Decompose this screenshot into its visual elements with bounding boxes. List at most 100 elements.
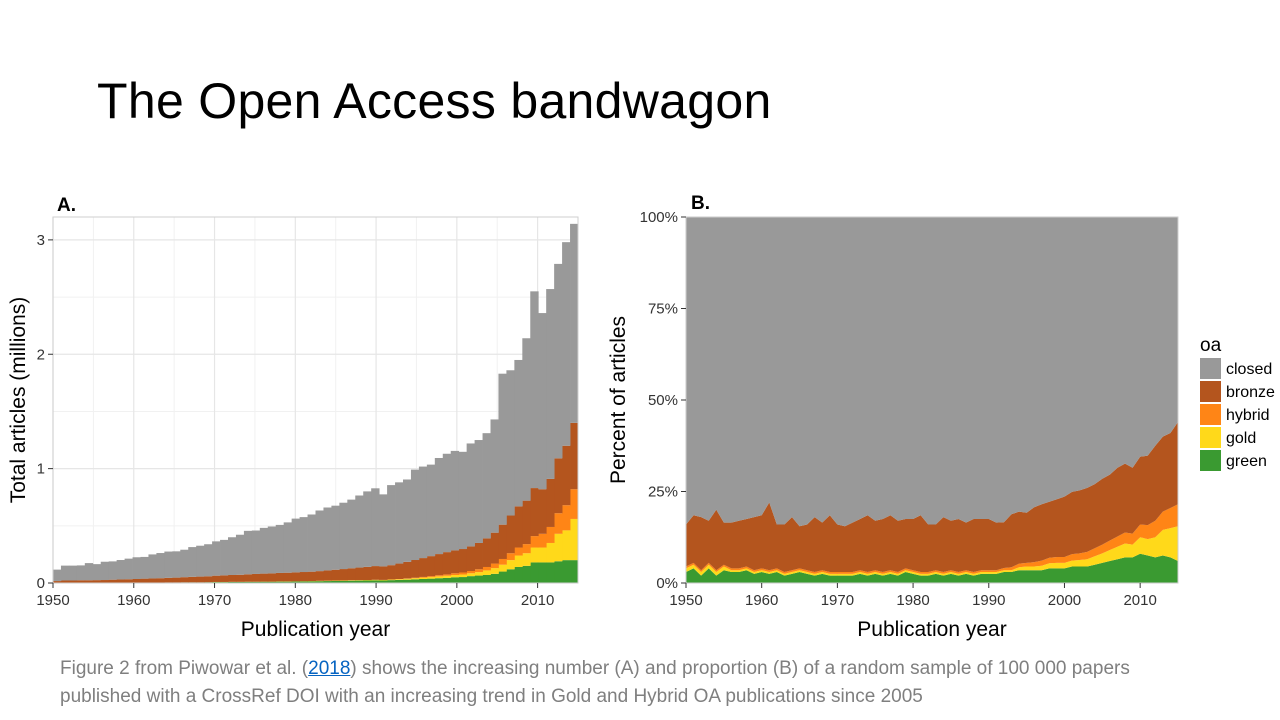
bar-green-1982 (307, 581, 316, 583)
bar-bronze-1955 (92, 580, 102, 583)
bar-green-2008 (514, 566, 523, 583)
bar-green-1997 (426, 578, 436, 583)
bar-closed-1996 (418, 466, 428, 559)
bar-closed-1969 (204, 544, 213, 577)
bar-hybrid-2005 (490, 563, 499, 569)
bar-closed-2000 (450, 450, 460, 551)
bar-bronze-1978 (275, 572, 285, 582)
bar-green-1980 (291, 581, 300, 583)
bar-closed-1974 (243, 530, 253, 575)
bar-bronze-1989 (363, 566, 372, 581)
bar-bronze-1971 (220, 575, 229, 582)
bar-gold-1995 (410, 578, 420, 580)
bar-green-2014 (562, 560, 571, 584)
bar-closed-1999 (442, 453, 452, 553)
bar-bronze-1966 (180, 577, 189, 583)
bar-bronze-1950 (53, 581, 62, 583)
bar-green-1992 (387, 580, 396, 583)
bar-bronze-2000 (450, 550, 460, 574)
area-gold (686, 526, 1178, 576)
bar-hybrid-2002 (466, 570, 475, 574)
x-axis-title: Publication year (241, 618, 390, 641)
bar-bronze-2011 (538, 489, 547, 534)
bar-green-2010 (530, 562, 539, 583)
legend-label-hybrid: hybrid (1226, 407, 1270, 424)
bar-closed-2015 (570, 223, 579, 423)
bar-closed-1954 (84, 563, 94, 581)
x-tick-label: 2000 (1048, 592, 1081, 609)
bar-closed-1978 (275, 524, 285, 573)
bar-gold-2002 (466, 573, 475, 577)
bar-closed-1977 (267, 526, 277, 574)
bar-closed-1961 (140, 556, 149, 579)
bar-gold-1991 (379, 579, 388, 581)
bar-closed-2010 (530, 291, 539, 489)
legend-label-bronze: bronze (1226, 384, 1275, 401)
bar-green-1984 (323, 581, 332, 583)
bar-closed-1994 (403, 479, 412, 562)
legend-swatch-gold (1200, 427, 1221, 448)
bar-green-1990 (371, 580, 380, 583)
bar-bronze-1970 (212, 575, 221, 582)
bar-green-1988 (355, 580, 364, 583)
bar-closed-2009 (522, 338, 531, 501)
bar-closed-1967 (188, 547, 197, 577)
x-tick-label: 1990 (972, 592, 1005, 609)
bar-green-1978 (275, 581, 285, 583)
y-tick-label: 0% (656, 575, 678, 592)
legend-swatch-green (1200, 450, 1221, 471)
bar-bronze-1954 (84, 580, 94, 583)
bar-bronze-2001 (458, 549, 468, 573)
bar-bronze-1957 (108, 579, 118, 583)
bar-bronze-1979 (283, 572, 293, 582)
bar-closed-1991 (379, 494, 388, 567)
bar-closed-1953 (76, 565, 86, 581)
bar-gold-1997 (426, 577, 436, 579)
bar-bronze-1991 (379, 566, 388, 580)
bar-closed-1965 (172, 551, 181, 578)
bar-closed-2005 (490, 419, 499, 533)
bar-bronze-2005 (490, 532, 499, 564)
bar-hybrid-2008 (514, 547, 523, 556)
y-tick-label: 0 (37, 575, 45, 592)
bar-bronze-1994 (403, 561, 412, 579)
bar-green-2000 (450, 577, 460, 583)
bar-green-2012 (546, 562, 555, 583)
bar-closed-2001 (458, 451, 468, 550)
bar-green-1986 (339, 580, 348, 583)
bar-bronze-1958 (116, 579, 125, 583)
bar-closed-2012 (546, 289, 555, 479)
x-tick-label: 1960 (745, 592, 778, 609)
bar-bronze-1988 (355, 567, 364, 581)
bar-closed-1989 (363, 491, 372, 567)
bar-gold-2006 (498, 564, 507, 572)
bar-green-1973 (235, 581, 245, 583)
bar-green-1976 (259, 581, 269, 583)
bar-green-2007 (506, 569, 515, 583)
caption-text-before: Figure 2 from Piwowar et al. ( (60, 658, 309, 679)
bar-closed-1956 (100, 561, 110, 581)
x-tick-label: 1960 (117, 592, 150, 609)
bar-closed-1959 (124, 558, 133, 580)
caption-citation-link[interactable]: 2018 (308, 658, 351, 679)
bar-green-2011 (538, 562, 547, 583)
bar-bronze-1998 (434, 554, 444, 576)
bar-hybrid-2015 (570, 489, 579, 519)
bar-closed-1995 (410, 469, 420, 561)
bar-closed-1971 (220, 539, 229, 576)
bar-gold-2009 (522, 553, 531, 566)
y-tick-label: 75% (648, 301, 678, 318)
bar-bronze-1993 (395, 563, 404, 579)
bar-green-1985 (331, 580, 340, 583)
bar-closed-1972 (228, 537, 237, 575)
bar-bronze-1959 (124, 579, 133, 583)
area-green (686, 553, 1178, 583)
y-tick-label: 1 (37, 461, 45, 478)
bar-closed-1984 (323, 507, 332, 571)
bar-gold-1996 (418, 577, 428, 579)
bar-bronze-1997 (426, 556, 436, 577)
bar-green-2001 (458, 577, 468, 583)
bar-green-1987 (347, 580, 356, 583)
x-tick-label: 1970 (198, 592, 231, 609)
bar-bronze-1974 (243, 574, 253, 582)
